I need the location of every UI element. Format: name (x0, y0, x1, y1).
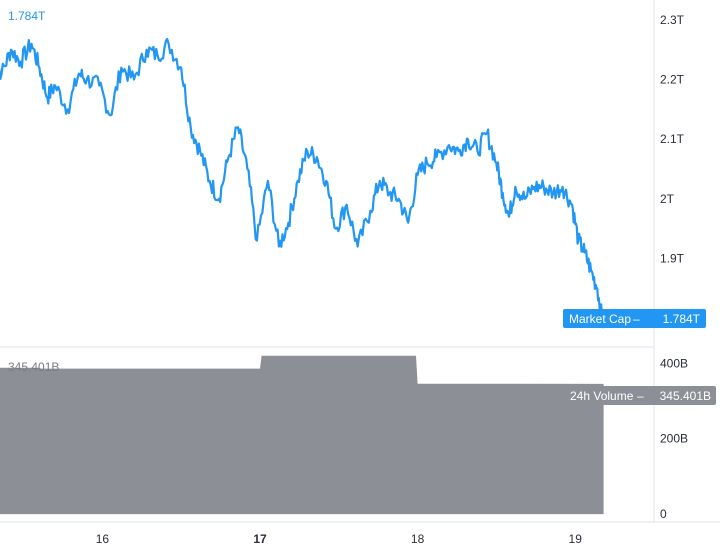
volume-tick-label: 200B (660, 432, 688, 446)
header-price-value: 1.784T (8, 9, 46, 23)
market-cap-tag-label: Market Cap (569, 312, 631, 326)
price-tick-label: 2.1T (660, 132, 685, 146)
time-tick-label: 18 (411, 532, 425, 546)
time-axis[interactable]: 16 17 18 19 (96, 532, 582, 546)
price-tick-label: 2.2T (660, 73, 685, 87)
header-volume-value: 345.401B (8, 360, 59, 374)
market-cap-tag-sep: – (633, 312, 640, 326)
price-pane (0, 38, 605, 329)
volume-tag-bg (565, 386, 716, 405)
volume-tag-sep: – (637, 389, 644, 403)
market-cap-tag-value: 1.784T (663, 312, 701, 326)
time-tick-label: 19 (569, 532, 583, 546)
volume-pane (0, 355, 604, 515)
market-cap-tag-bg (563, 309, 706, 328)
time-tick-label: 16 (96, 532, 110, 546)
volume-tag: 24h Volume – 345.401B (565, 386, 716, 405)
time-tick-label: 17 (253, 532, 267, 546)
volume-tick-label: 400B (660, 356, 688, 370)
volume-tick-label: 0 (660, 507, 667, 521)
price-tick-label: 2.3T (660, 13, 685, 27)
market-cap-line (0, 38, 605, 329)
volume-tag-label: 24h Volume (570, 389, 634, 403)
volume-tag-value: 345.401B (660, 389, 711, 403)
price-tick-label: 1.9T (660, 252, 685, 266)
volume-axis[interactable]: 0 200B 400B (660, 356, 688, 521)
volume-area (0, 355, 604, 515)
market-cap-tag: Market Cap – 1.784T (563, 309, 706, 328)
price-tick-label: 2T (660, 192, 675, 206)
